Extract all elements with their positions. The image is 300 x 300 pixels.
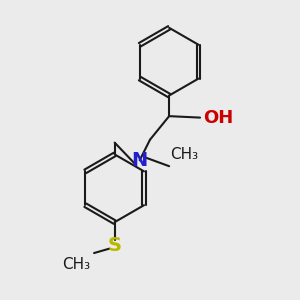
Text: N: N — [132, 151, 148, 170]
Text: CH₃: CH₃ — [62, 257, 91, 272]
Text: CH₃: CH₃ — [171, 147, 199, 162]
Text: S: S — [108, 236, 122, 255]
Text: OH: OH — [203, 109, 233, 127]
